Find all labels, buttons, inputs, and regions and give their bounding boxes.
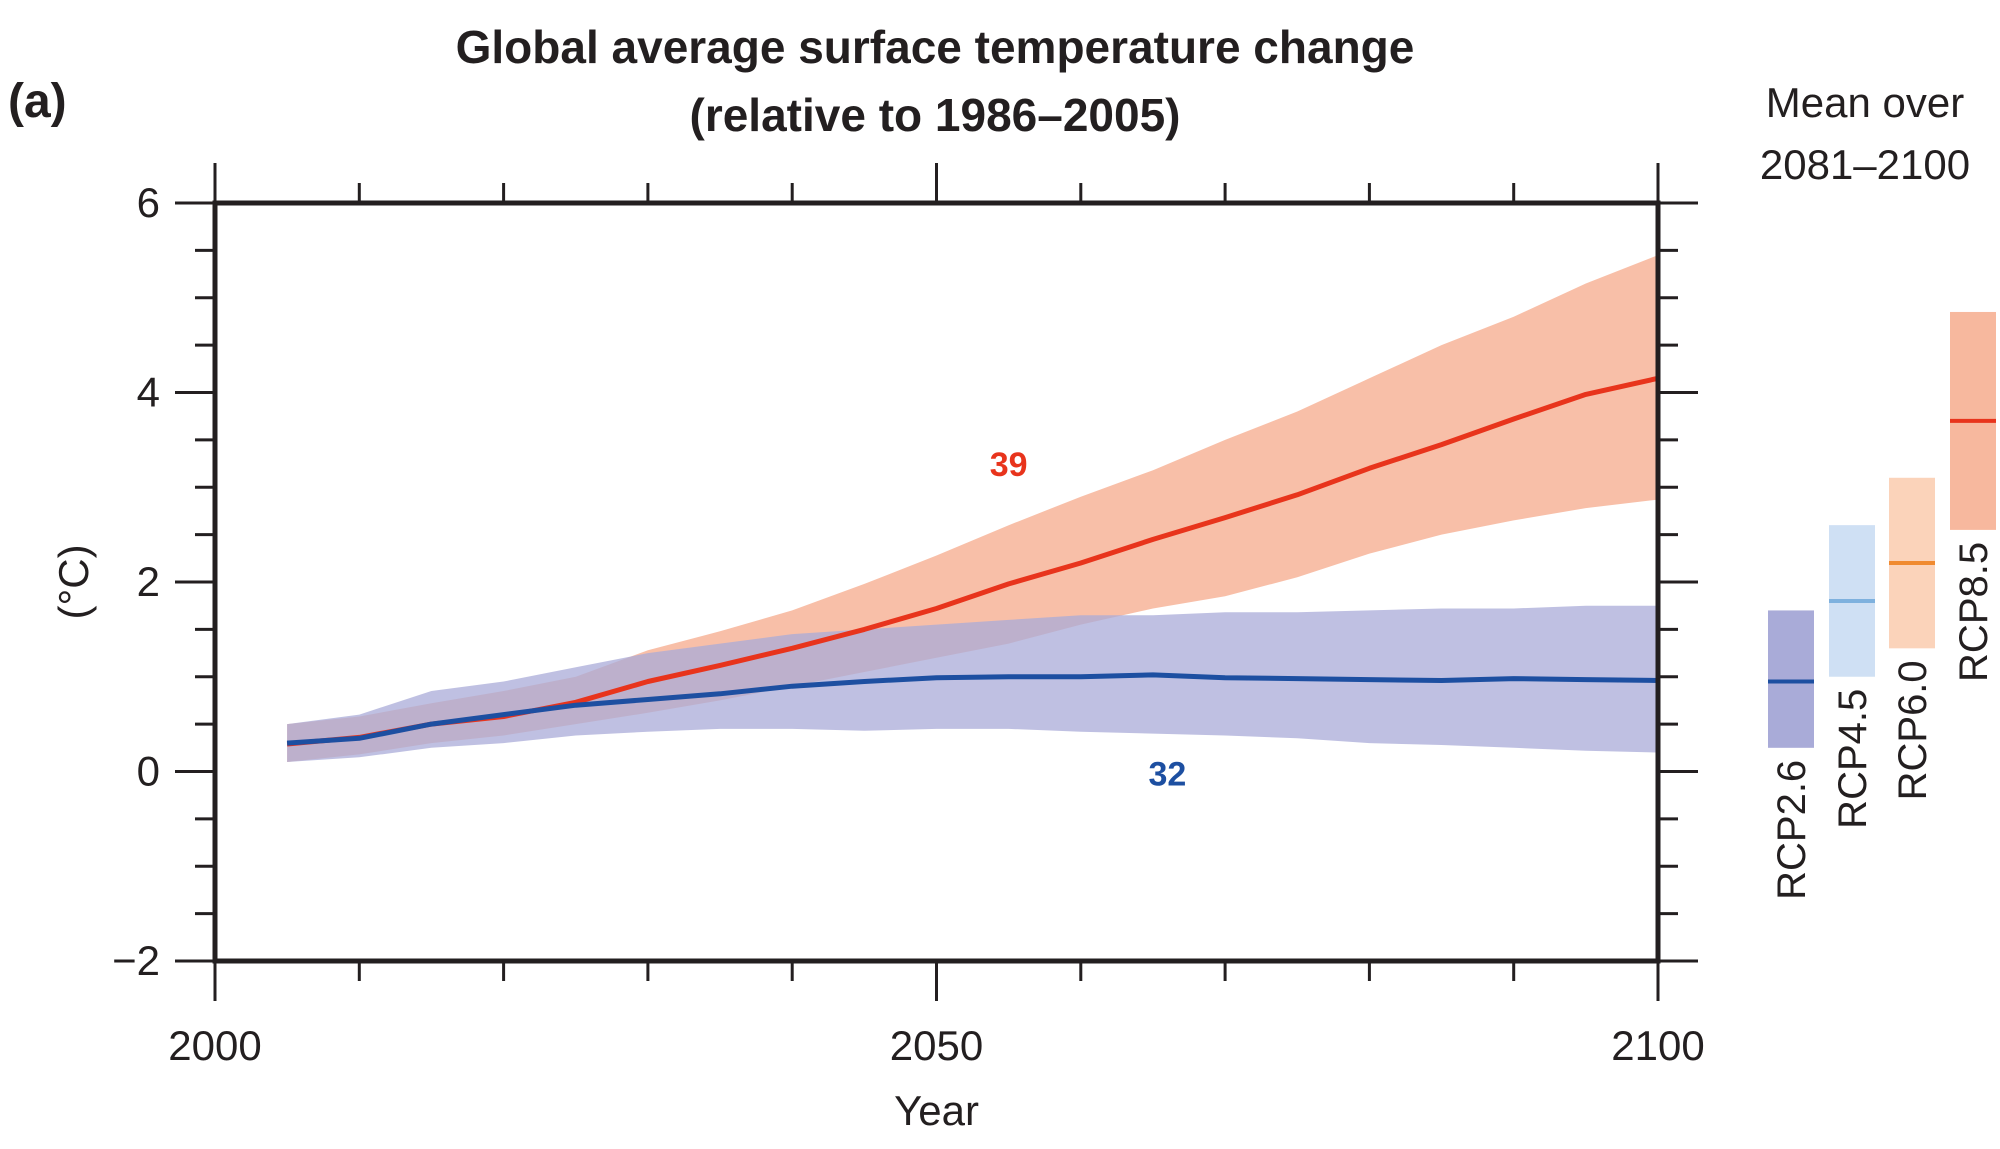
- model-count-annotations: 39 32: [990, 446, 1187, 794]
- rcp26-mean-line: [286, 672, 1659, 746]
- side-bars: RCP2.6 RCP4.5 RCP6.0 RCP8.5: [1768, 311, 1996, 900]
- y-tick-label-0: 0: [137, 748, 160, 795]
- rcp26-side-label: RCP2.6: [1770, 760, 1814, 900]
- mean-lines: [286, 375, 1659, 747]
- rcp60-side-label: RCP6.0: [1891, 660, 1935, 800]
- rcp26-band: [287, 605, 1659, 762]
- rcp85-model-count: 39: [990, 446, 1028, 484]
- x-tick-label-2000: 2000: [168, 1022, 261, 1069]
- axis-ticks: [175, 163, 1698, 1001]
- x-tick-label-2100: 2100: [1611, 1022, 1704, 1069]
- x-tick-label-2050: 2050: [890, 1022, 983, 1069]
- uncertainty-bands: [287, 255, 1659, 762]
- y-tick-label-4: 4: [137, 369, 160, 416]
- panel-label: (a): [8, 75, 67, 128]
- y-tick-label-6: 6: [137, 179, 160, 226]
- y-tick-label--2: −2: [112, 937, 160, 984]
- rcp26-model-count: 32: [1148, 756, 1186, 794]
- rcp26-side-bar: [1768, 610, 1814, 748]
- rcp85-side-label: RCP8.5: [1952, 542, 1996, 682]
- side-title-line2: 2081–2100: [1759, 141, 1971, 188]
- chart-title-line2: (relative to 1986–2005): [689, 89, 1181, 141]
- x-axis-title: Year: [894, 1087, 979, 1134]
- y-axis-title: (°C): [50, 544, 97, 619]
- axis-labels: 2000 2050 2100 −2 0 2 4 6 Year (°C): [50, 179, 1705, 1134]
- chart-title-line1: Global average surface temperature chang…: [455, 21, 1415, 73]
- y-tick-label-2: 2: [137, 558, 160, 605]
- rcp45-side-label: RCP4.5: [1831, 689, 1875, 829]
- side-title-line1: Mean over: [1765, 79, 1965, 126]
